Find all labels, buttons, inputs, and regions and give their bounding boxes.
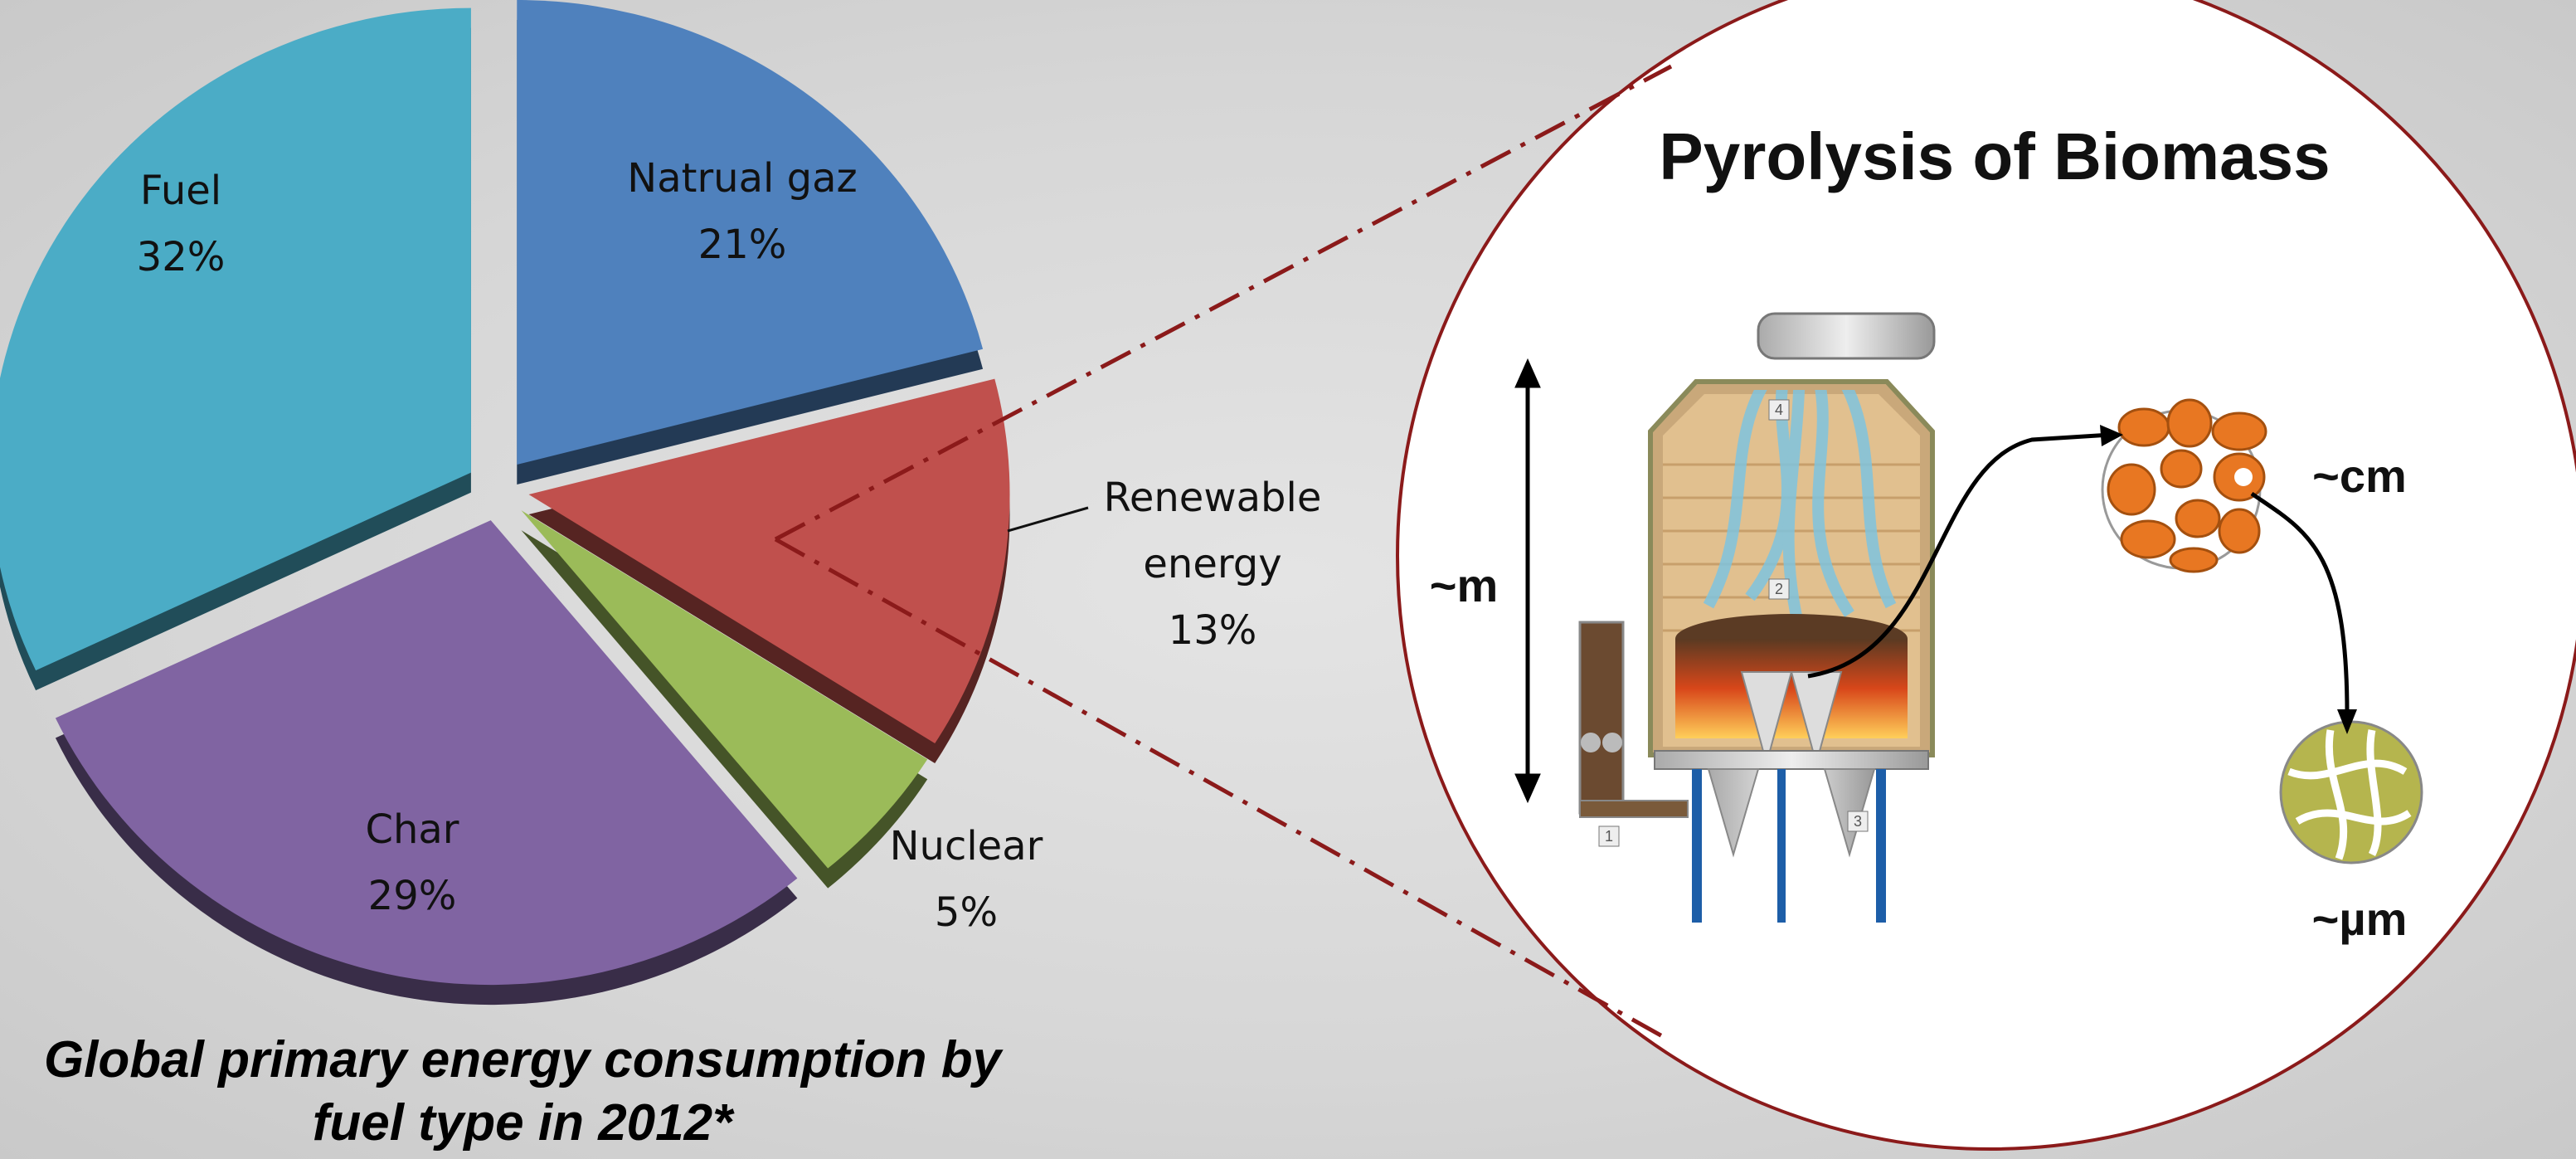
reactor-label: 4 (1775, 402, 1783, 418)
page: Pyrolysis of Biomass ~m ~cm ~µm 4 2 (0, 0, 2576, 1159)
scale-label: ~µm (2312, 893, 2408, 945)
leader-line (1008, 508, 1088, 531)
diagram-title: Pyrolysis of Biomass (1659, 119, 2330, 193)
pore-particle (2281, 722, 2422, 863)
slice-name: Renewable energy (1088, 465, 1337, 597)
reactor-label: 1 (1605, 828, 1613, 845)
reactor-label: 2 (1775, 581, 1783, 597)
slice-name: Char (288, 796, 537, 863)
scale-label: ~cm (2312, 450, 2407, 502)
reactor-label: 3 (1854, 813, 1862, 830)
slice-value: 5% (842, 879, 1091, 946)
scale-label: ~m (1430, 559, 1499, 611)
chart-title: Global primary energy consumption by fue… (25, 1029, 1020, 1155)
slice-value: 13% (1088, 597, 1337, 664)
slice-value: 21% (618, 212, 867, 278)
slice-name: Natrual gaz (618, 145, 867, 212)
slice-value: 29% (288, 863, 537, 929)
slice-value: 32% (56, 224, 305, 290)
slice-name: Nuclear (842, 813, 1091, 879)
slice-name: Fuel (56, 158, 305, 224)
